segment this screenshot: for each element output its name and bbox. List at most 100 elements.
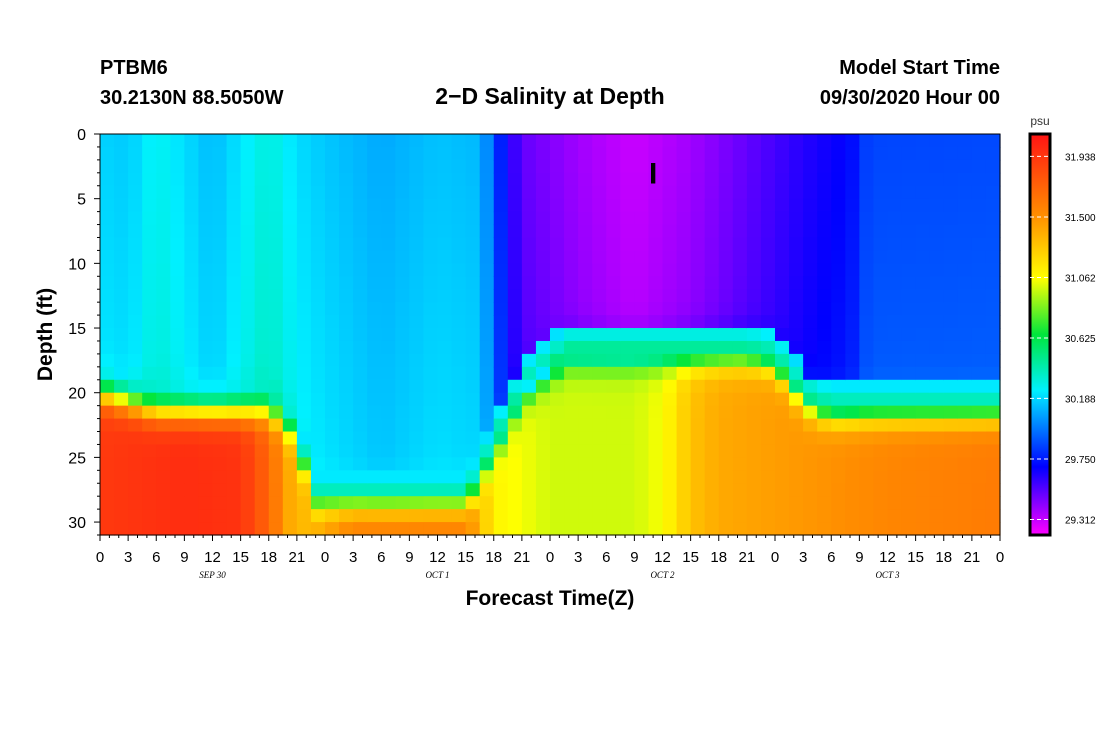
heatmap-cell bbox=[367, 457, 382, 471]
heatmap-cell bbox=[606, 198, 621, 213]
heatmap-cell bbox=[648, 405, 664, 420]
heatmap-cell bbox=[648, 185, 664, 200]
heatmap-cell bbox=[535, 353, 551, 368]
heatmap-cell bbox=[325, 444, 340, 458]
heatmap-cell bbox=[634, 315, 650, 329]
heatmap-cell bbox=[451, 198, 467, 213]
heatmap-cell bbox=[296, 315, 312, 329]
heatmap-cell bbox=[310, 289, 326, 303]
heatmap-cell bbox=[268, 302, 284, 316]
heatmap-cell bbox=[760, 276, 776, 290]
heatmap-cell bbox=[198, 431, 214, 446]
heatmap-cell bbox=[100, 405, 115, 420]
heatmap-cell bbox=[929, 418, 945, 433]
heatmap-cell bbox=[971, 483, 987, 497]
heatmap-cell bbox=[592, 263, 607, 277]
heatmap-cell bbox=[479, 522, 495, 536]
heatmap-cell bbox=[760, 263, 776, 277]
heatmap-cell bbox=[564, 496, 579, 510]
heatmap-cell bbox=[409, 211, 425, 226]
heatmap-cell bbox=[620, 185, 635, 200]
heatmap-cell bbox=[535, 457, 551, 471]
heatmap-cell bbox=[606, 379, 621, 394]
heatmap-cell bbox=[240, 496, 256, 510]
heatmap-cell bbox=[943, 289, 959, 303]
heatmap-cell bbox=[254, 379, 270, 394]
heatmap-cell bbox=[662, 457, 678, 471]
heatmap-cell bbox=[634, 276, 650, 290]
heatmap-cell bbox=[789, 496, 804, 510]
heatmap-cell bbox=[915, 522, 931, 536]
heatmap-cell bbox=[746, 470, 762, 484]
heatmap-cell bbox=[943, 405, 959, 420]
heatmap-cell bbox=[282, 276, 298, 290]
heatmap-cell bbox=[198, 185, 214, 200]
heatmap-cell bbox=[353, 509, 368, 523]
heatmap-cell bbox=[620, 198, 635, 213]
heatmap-cell bbox=[873, 315, 889, 329]
heatmap-cell bbox=[507, 302, 523, 316]
heatmap-cell bbox=[648, 457, 664, 471]
heatmap-cell bbox=[845, 134, 860, 148]
heatmap-cell bbox=[296, 302, 312, 316]
heatmap-cell bbox=[803, 315, 818, 329]
heatmap-cell bbox=[620, 328, 635, 342]
heatmap-cell bbox=[310, 328, 326, 342]
heatmap-cell bbox=[437, 431, 453, 446]
heatmap-cell bbox=[873, 224, 889, 239]
heatmap-cell bbox=[789, 392, 804, 407]
heatmap-cell bbox=[971, 237, 987, 252]
heatmap-cell bbox=[254, 315, 270, 329]
heatmap-cell bbox=[887, 289, 903, 303]
x-tick-label: 18 bbox=[710, 549, 727, 566]
heatmap-cell bbox=[437, 379, 453, 394]
heatmap-cell bbox=[184, 340, 200, 355]
heatmap-cell bbox=[971, 522, 987, 536]
heatmap-cell bbox=[212, 211, 228, 226]
heatmap-cell bbox=[690, 340, 706, 355]
heatmap-cell bbox=[381, 483, 396, 497]
heatmap-cell bbox=[296, 263, 312, 277]
heatmap-cell bbox=[732, 328, 748, 342]
heatmap-cell bbox=[915, 392, 931, 407]
heatmap-cell bbox=[423, 379, 439, 394]
heatmap-cell bbox=[381, 418, 396, 433]
heatmap-cell bbox=[212, 146, 228, 161]
heatmap-cell bbox=[521, 224, 537, 239]
heatmap-cell bbox=[676, 340, 692, 355]
heatmap-cell bbox=[507, 418, 523, 433]
heatmap-cell bbox=[859, 353, 875, 368]
heatmap-cell bbox=[690, 250, 706, 264]
heatmap-cell bbox=[690, 237, 706, 252]
heatmap-cell bbox=[507, 224, 523, 239]
heatmap-cell bbox=[634, 146, 650, 161]
heatmap-cell bbox=[564, 418, 579, 433]
heatmap-cell bbox=[957, 159, 973, 174]
heatmap-cell bbox=[690, 185, 706, 200]
heatmap-cell bbox=[746, 418, 762, 433]
heatmap-cell bbox=[240, 250, 256, 264]
heatmap-cell bbox=[831, 159, 846, 174]
heatmap-cell bbox=[746, 522, 762, 536]
heatmap-cell bbox=[957, 211, 973, 226]
heatmap-cell bbox=[775, 496, 790, 510]
model-start-value: 09/30/2020 Hour 00 bbox=[819, 87, 1000, 109]
heatmap-cell bbox=[254, 198, 270, 213]
heatmap-cell bbox=[634, 250, 650, 264]
heatmap-cell bbox=[254, 522, 270, 536]
heatmap-cell bbox=[521, 418, 537, 433]
heatmap-cell bbox=[592, 159, 607, 174]
heatmap-cell bbox=[282, 172, 298, 187]
heatmap-cell bbox=[226, 198, 242, 213]
heatmap-cell bbox=[676, 366, 692, 381]
heatmap-cell bbox=[550, 211, 565, 226]
heatmap-cell bbox=[690, 418, 706, 433]
heatmap-cell bbox=[789, 366, 804, 381]
heatmap-cell bbox=[550, 444, 565, 458]
heatmap-cell bbox=[170, 276, 185, 290]
heatmap-cell bbox=[789, 250, 804, 264]
heatmap-cell bbox=[100, 159, 115, 174]
heatmap-cell bbox=[114, 392, 129, 407]
heatmap-cell bbox=[170, 250, 185, 264]
heatmap-cell bbox=[254, 263, 270, 277]
